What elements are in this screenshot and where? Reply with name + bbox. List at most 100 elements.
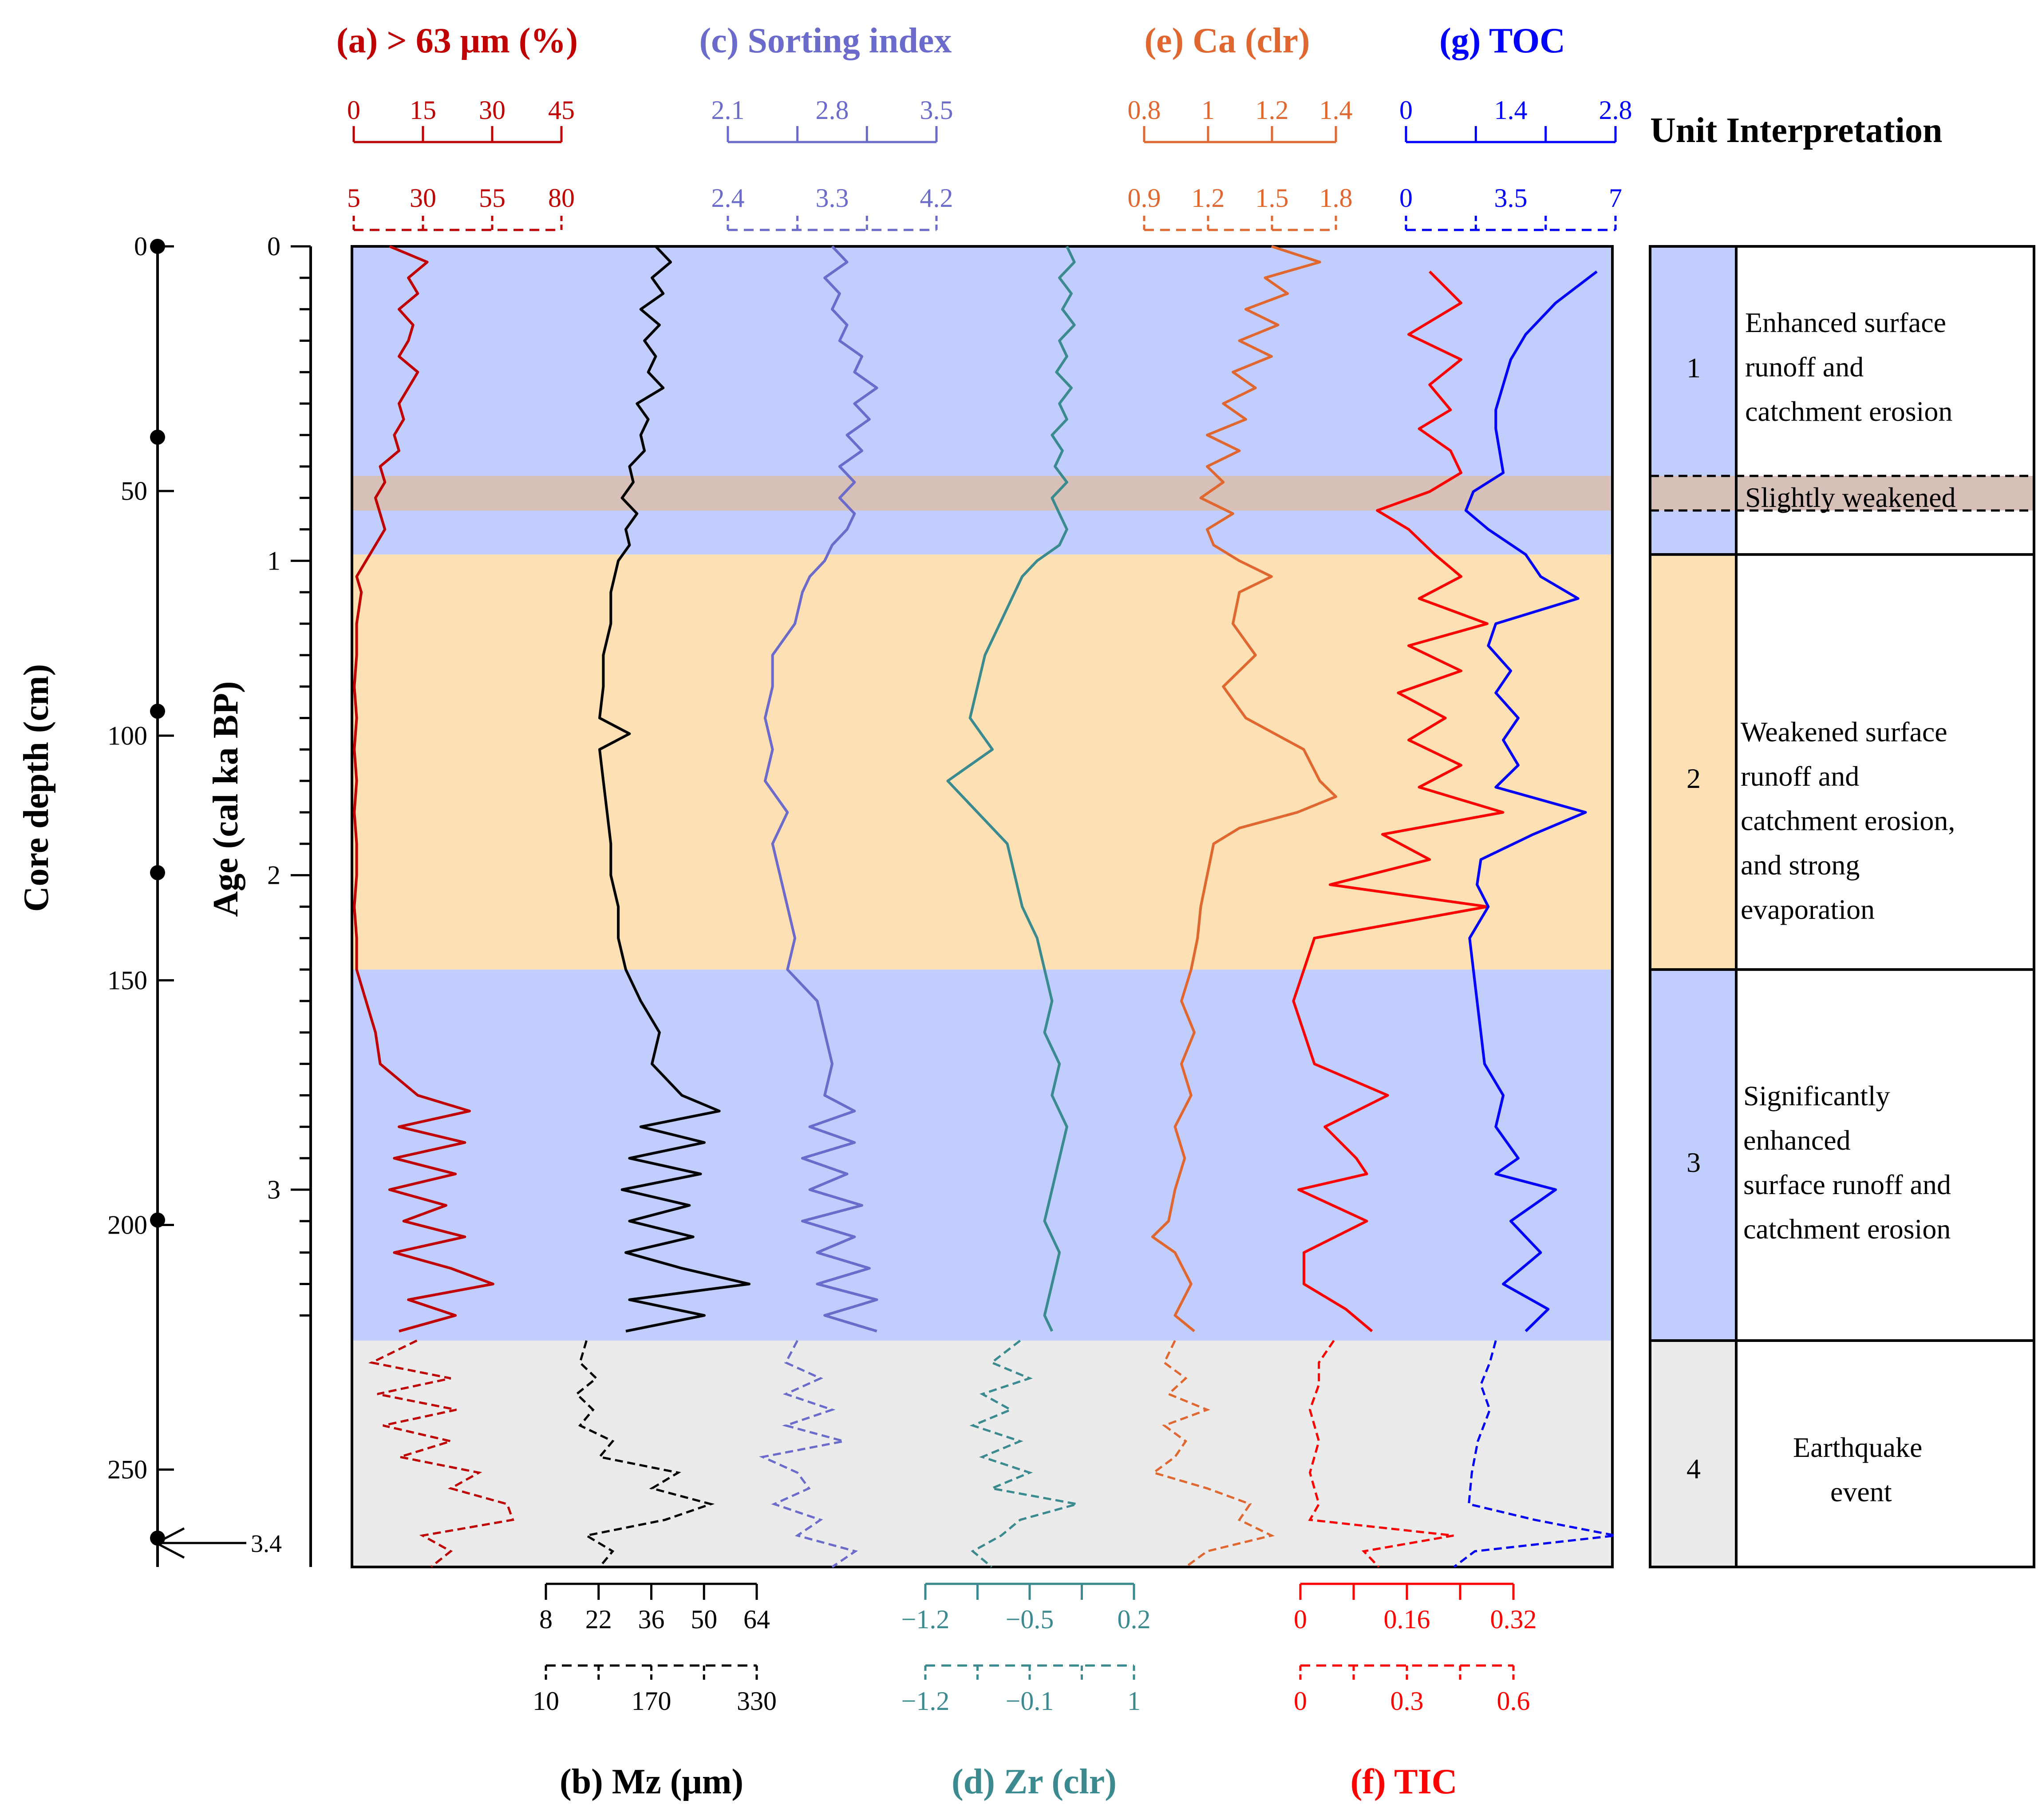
axis-d-dashed-tick-label: 1: [1127, 1686, 1141, 1716]
unit-4-line-1: Earthquake: [1793, 1432, 1922, 1463]
axis-a-dashed-tick-label: 80: [548, 183, 575, 213]
axis-b-solid-tick-label: 8: [539, 1605, 553, 1634]
axis-e-dashed-tick-label: 1.2: [1192, 183, 1225, 213]
series-g-dashed-line: [1453, 1340, 1616, 1568]
axis-e-dashed-tick-label: 1.8: [1319, 183, 1353, 213]
series-c: [759, 245, 878, 1568]
axis-g: 0 1.4 2.8 0 3.5 7 (g) TOC: [1399, 21, 1632, 231]
unit-3-line-3: surface runoff and: [1743, 1169, 1951, 1200]
axis-b-solid-tick-label: 64: [743, 1605, 770, 1634]
unit-2-number: 2: [1687, 763, 1701, 794]
series-g-line: [1464, 270, 1598, 1332]
unit-1-line-2: runoff and: [1745, 351, 1864, 383]
depth-dated-points: [150, 239, 165, 1546]
axis-e-solid-tick-label: 1: [1201, 95, 1215, 125]
series-d-dashed-line: [969, 1340, 1078, 1568]
depth-dated-point: [150, 1212, 165, 1228]
series-d-line: [946, 245, 1076, 1332]
axis-d-solid-tick-label: −1.2: [901, 1605, 950, 1634]
series-e-line: [1151, 245, 1337, 1333]
series-f-title: (f) TIC: [1351, 1762, 1457, 1801]
axis-c-solid-tick-label: 2.8: [816, 95, 849, 125]
depth-axis: 0 50 100 150 200 250 Core depth (cm) 3.4: [17, 232, 282, 1567]
series-d-title: (d) Zr (clr): [952, 1762, 1117, 1801]
depth-dated-point: [150, 429, 165, 445]
depth-ticks: 0 50 100 150 200 250: [107, 232, 174, 1484]
series-b-title: (b) Mz (μm): [560, 1762, 743, 1801]
unit-band-4: [352, 1341, 1612, 1567]
unit-4-number: 4: [1687, 1453, 1701, 1484]
axis-d: −1.2 −0.5 0.2 −1.2 −0.1 1 (d) Zr (clr): [901, 1583, 1151, 1801]
slightly-weakened-label: Slightly weakened: [1745, 482, 1956, 513]
age-axis: 0 1 2 3 Age (cal ka BP): [206, 232, 312, 1567]
unit-1-line-3: catchment erosion: [1745, 396, 1952, 427]
axis-g-solid-tick-label: 0: [1399, 95, 1413, 125]
age-boundary-label: 3.4: [251, 1530, 282, 1558]
unit-band-3: [352, 969, 1612, 1341]
axis-c-dashed-tick-label: 2.4: [711, 183, 745, 213]
axis-e-solid-tick-label: 1.4: [1319, 95, 1353, 125]
unit-3-line-2: enhanced: [1743, 1124, 1851, 1156]
axis-c-solid-tick-label: 2.1: [711, 95, 745, 125]
depth-tick-label: 200: [107, 1211, 147, 1240]
unit-4-line-2: event: [1830, 1476, 1892, 1507]
plot-frame: [351, 245, 1614, 1568]
depth-dated-point: [150, 239, 165, 254]
series-a: [353, 245, 514, 1568]
interpretation-unit-backgrounds: [1650, 246, 2034, 1567]
depth-dated-point: [150, 704, 165, 719]
unit-bands: [352, 246, 1612, 1567]
axis-g-dashed-tick-label: 7: [1609, 183, 1622, 213]
series-axes: 0 15 30 455 30 55 80(a) > 63 μm (%)8 22 36 50 6410…: [336, 21, 1632, 1801]
depth-tick-label: 0: [134, 232, 147, 261]
axis-f-solid-tick-label: 0.32: [1490, 1605, 1537, 1634]
unit-band-sub-1: [352, 476, 1612, 510]
unit-3-line-4: catchment erosion: [1743, 1213, 1951, 1245]
axis-g-solid-tick-label: 1.4: [1494, 95, 1528, 125]
axis-a-dashed-tick-label: 5: [347, 183, 360, 213]
unit-1-line-1: Enhanced surface: [1745, 307, 1946, 338]
axis-d-solid-tick-label: −0.5: [1006, 1605, 1054, 1634]
axis-d-dashed-tick-label: −1.2: [901, 1686, 950, 1716]
unit-1-number: 1: [1687, 352, 1701, 384]
series-e: [1151, 245, 1337, 1568]
axis-f-dashed-tick-label: 0.6: [1497, 1686, 1530, 1716]
axis-a: 0 15 30 45 5 30 55 80 (a) > 63 μm (%): [336, 21, 578, 231]
unit-3-number: 3: [1687, 1147, 1701, 1178]
interp-unit-4-swatch: [1650, 1341, 1736, 1567]
interpretation-header: Unit Interpretation: [1650, 111, 1942, 150]
series-f-line: [1292, 270, 1505, 1333]
axis-e-dashed-tick-label: 1.5: [1256, 183, 1289, 213]
series-lines: [353, 245, 1616, 1568]
depth-tick-label: 100: [107, 721, 147, 750]
depth-axis-label: Core depth (cm): [17, 664, 56, 912]
axis-b-dashed-tick-label: 170: [632, 1686, 671, 1716]
series-b: [575, 245, 751, 1568]
axis-a-solid-tick-label: 30: [479, 95, 506, 125]
series-f: [1292, 270, 1505, 1568]
series-c-title: (c) Sorting index: [699, 21, 952, 60]
axis-d-dashed-tick-label: −0.1: [1006, 1686, 1054, 1716]
series-b-dashed-line: [575, 1340, 715, 1568]
axis-d-solid-tick-label: 0.2: [1118, 1605, 1151, 1634]
series-f-dashed-line: [1308, 1340, 1454, 1568]
axis-e-dashed-tick-label: 0.9: [1128, 183, 1161, 213]
series-e-dashed-line: [1151, 1340, 1275, 1568]
series-a-line: [353, 245, 494, 1333]
axis-f-dashed-tick-label: 0.3: [1390, 1686, 1424, 1716]
axis-b-solid-tick-label: 50: [691, 1605, 717, 1634]
axis-c: 2.1 2.8 3.5 2.4 3.3 4.2 (c) Sorting index: [699, 21, 953, 231]
age-tick-label: 0: [267, 232, 280, 261]
unit-2-line-1: Weakened surface: [1741, 716, 1947, 748]
axis-a-solid-tick-label: 45: [548, 95, 575, 125]
axis-f-solid-tick-label: 0.16: [1384, 1605, 1430, 1634]
age-tick-label: 1: [267, 546, 280, 575]
axis-c-dashed-tick-label: 4.2: [920, 183, 953, 213]
age-axis-label: Age (cal ka BP): [206, 681, 245, 917]
unit-2-line-2: runoff and: [1741, 760, 1859, 792]
depth-tick-label: 150: [107, 965, 147, 995]
interpretation-table: Unit Interpretation 1 2 3 4 Enhanced sur…: [1649, 111, 2035, 1568]
axis-b: 8 22 36 50 64 10 170 330 (b) Mz (μm): [533, 1583, 777, 1801]
axis-a-solid-tick-label: 15: [410, 95, 436, 125]
